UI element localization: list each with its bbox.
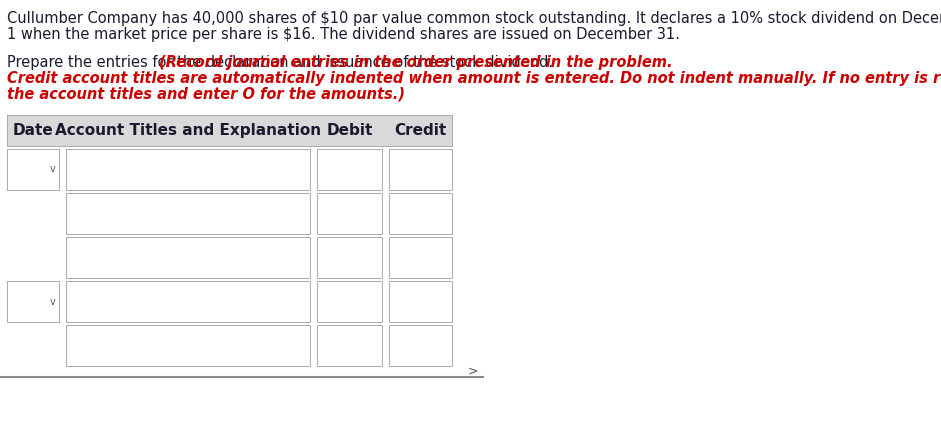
FancyBboxPatch shape: [317, 281, 382, 322]
FancyBboxPatch shape: [8, 149, 59, 190]
FancyBboxPatch shape: [67, 281, 310, 322]
FancyBboxPatch shape: [67, 193, 310, 234]
FancyBboxPatch shape: [8, 281, 59, 322]
FancyBboxPatch shape: [317, 149, 382, 190]
FancyBboxPatch shape: [317, 193, 382, 234]
FancyBboxPatch shape: [390, 237, 452, 278]
Text: Prepare the entries for the declaration and issuance of the stock dividend.: Prepare the entries for the declaration …: [8, 54, 558, 70]
FancyBboxPatch shape: [67, 325, 310, 366]
Text: v: v: [50, 297, 56, 306]
FancyBboxPatch shape: [67, 149, 310, 190]
Text: the account titles and enter O for the amounts.): the account titles and enter O for the a…: [8, 87, 405, 101]
FancyBboxPatch shape: [8, 115, 452, 146]
FancyBboxPatch shape: [390, 281, 452, 322]
Text: >: >: [468, 365, 478, 378]
FancyBboxPatch shape: [317, 325, 382, 366]
FancyBboxPatch shape: [67, 237, 310, 278]
FancyBboxPatch shape: [390, 193, 452, 234]
Text: (Record journal entries in the order presented in the problem.: (Record journal entries in the order pre…: [159, 54, 673, 70]
Text: Credit account titles are automatically indented when amount is entered. Do not : Credit account titles are automatically …: [8, 70, 941, 86]
FancyBboxPatch shape: [390, 149, 452, 190]
Text: v: v: [50, 165, 56, 174]
Text: Credit: Credit: [394, 123, 447, 138]
FancyBboxPatch shape: [390, 325, 452, 366]
Text: 1 when the market price per share is $16. The dividend shares are issued on Dece: 1 when the market price per share is $16…: [8, 27, 680, 41]
Text: Account Titles and Explanation: Account Titles and Explanation: [55, 123, 321, 138]
Text: Cullumber Company has 40,000 shares of $10 par value common stock outstanding. I: Cullumber Company has 40,000 shares of $…: [8, 11, 941, 26]
FancyBboxPatch shape: [317, 237, 382, 278]
Text: Date: Date: [13, 123, 54, 138]
Text: Debit: Debit: [327, 123, 373, 138]
